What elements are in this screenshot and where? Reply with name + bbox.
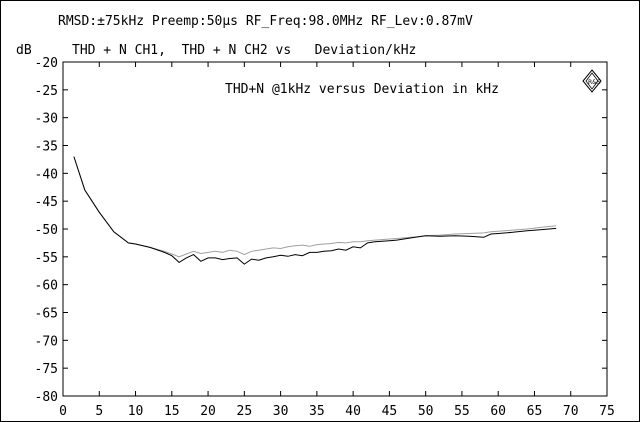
series-line-ch2 [73, 156, 557, 258]
x-tick-label: 30 [273, 404, 289, 419]
y-tick-label: -35 [35, 140, 58, 155]
x-tick-label: 35 [309, 404, 325, 419]
y-tick-label: -80 [35, 390, 58, 405]
y-unit-label: dB [16, 43, 32, 58]
y-tick-label: -60 [35, 279, 58, 294]
y-tick-label: -25 [35, 84, 58, 99]
x-tick-label: 65 [527, 404, 543, 419]
plot-area [62, 61, 608, 397]
y-tick-label: -20 [35, 56, 58, 71]
x-tick-label: 0 [59, 404, 67, 419]
x-tick-label: 75 [599, 404, 615, 419]
series-line-ch1 [73, 156, 557, 265]
x-tick-label: 45 [382, 404, 398, 419]
y-tick-label: -40 [35, 167, 58, 182]
x-tick-label: 25 [237, 404, 253, 419]
y-tick-label: -75 [35, 362, 58, 377]
rs-logo-icon: R&S [582, 69, 602, 93]
y-tick-label: -45 [35, 195, 58, 210]
x-tick-label: 50 [418, 404, 434, 419]
rs-logo-text: R&S [588, 79, 601, 86]
traces-label: THD + N CH1, THD + N CH2 vs Deviation/kH… [72, 43, 417, 58]
chart-title: THD+N @1kHz versus Deviation in kHz [225, 82, 499, 97]
settings-line: RMSD:±75kHz Preemp:50µs RF_Freq:98.0MHz … [58, 14, 473, 29]
x-tick-label: 5 [95, 404, 103, 419]
y-tick-label: -65 [35, 307, 58, 322]
x-tick-label: 15 [164, 404, 180, 419]
y-tick-label: -50 [35, 223, 58, 238]
x-tick-label: 20 [200, 404, 216, 419]
x-tick-label: 55 [454, 404, 470, 419]
x-tick-label: 60 [490, 404, 506, 419]
x-tick-label: 10 [128, 404, 144, 419]
x-tick-label: 70 [563, 404, 579, 419]
y-tick-label: -70 [35, 334, 58, 349]
y-tick-label: -30 [35, 112, 58, 127]
y-tick-label: -55 [35, 251, 58, 266]
x-tick-label: 40 [345, 404, 361, 419]
